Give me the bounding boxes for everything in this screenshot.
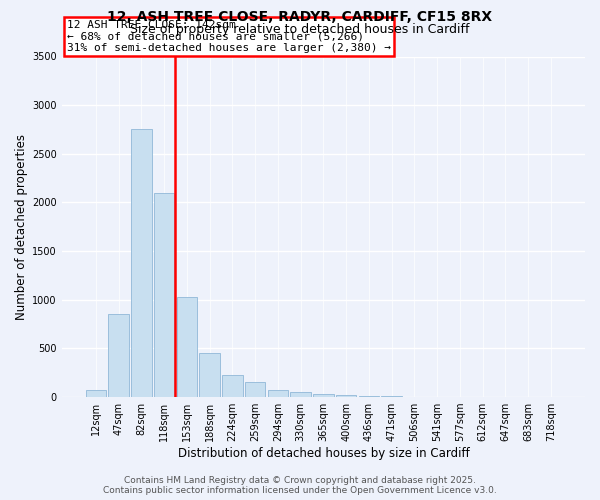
X-axis label: Distribution of detached houses by size in Cardiff: Distribution of detached houses by size …	[178, 447, 469, 460]
Y-axis label: Number of detached properties: Number of detached properties	[15, 134, 28, 320]
Bar	[154, 192, 175, 397]
Text: 12 ASH TREE CLOSE: 142sqm
← 68% of detached houses are smaller (5,266)
31% of se: 12 ASH TREE CLOSE: 142sqm ← 68% of detac…	[67, 20, 391, 53]
Bar	[313, 394, 334, 397]
Text: Size of property relative to detached houses in Cardiff: Size of property relative to detached ho…	[130, 22, 470, 36]
Text: 12, ASH TREE CLOSE, RADYR, CARDIFF, CF15 8RX: 12, ASH TREE CLOSE, RADYR, CARDIFF, CF15…	[107, 10, 493, 24]
Bar	[222, 375, 242, 397]
Text: Contains HM Land Registry data © Crown copyright and database right 2025.
Contai: Contains HM Land Registry data © Crown c…	[103, 476, 497, 495]
Bar	[268, 390, 288, 397]
Bar	[176, 298, 197, 397]
Bar	[382, 396, 402, 397]
Bar	[245, 382, 265, 397]
Bar	[359, 396, 379, 397]
Bar	[86, 390, 106, 397]
Bar	[290, 392, 311, 397]
Bar	[336, 394, 356, 397]
Bar	[131, 130, 152, 397]
Bar	[199, 354, 220, 397]
Bar	[109, 314, 129, 397]
